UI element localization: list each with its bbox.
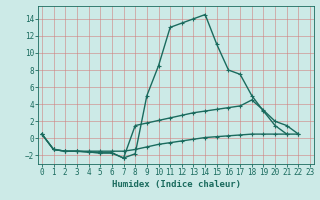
X-axis label: Humidex (Indice chaleur): Humidex (Indice chaleur) [111, 180, 241, 189]
